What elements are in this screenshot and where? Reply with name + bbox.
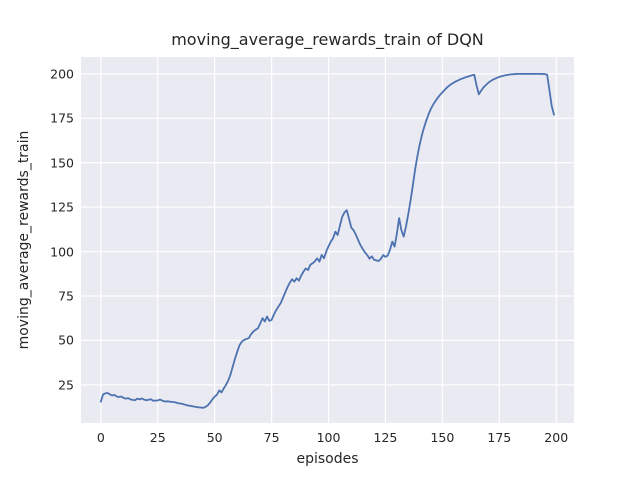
x-tick-label: 200 [544, 430, 569, 445]
x-tick-label: 175 [487, 430, 512, 445]
y-tick-label: 75 [58, 288, 74, 304]
y-axis-label: moving_average_rewards_train [16, 130, 32, 350]
x-tick-label: 150 [430, 430, 455, 445]
x-tick-label: 0 [96, 430, 105, 445]
y-tick-label: 125 [50, 199, 74, 215]
chart-title: moving_average_rewards_train of DQN [171, 30, 484, 49]
y-tick-label: 25 [58, 377, 74, 393]
y-tick-label: 50 [58, 332, 74, 348]
plot-area [81, 57, 574, 423]
gridlines [81, 57, 574, 423]
series-lines [99, 72, 555, 409]
x-tick-label: 125 [373, 430, 398, 445]
x-tick-label: 25 [149, 430, 166, 445]
y-tick-label: 175 [50, 110, 74, 126]
x-axis-label: episodes [296, 451, 359, 467]
x-tick-label: 75 [263, 430, 280, 445]
y-tick-label: 100 [50, 244, 74, 260]
series-line-moving_average_rewards_train [99, 72, 555, 409]
y-tick-label: 200 [50, 66, 74, 82]
x-tick-label: 100 [316, 430, 341, 445]
y-tick-label: 150 [50, 155, 74, 171]
axes-background [81, 57, 574, 423]
x-tick-label: 50 [206, 430, 223, 445]
